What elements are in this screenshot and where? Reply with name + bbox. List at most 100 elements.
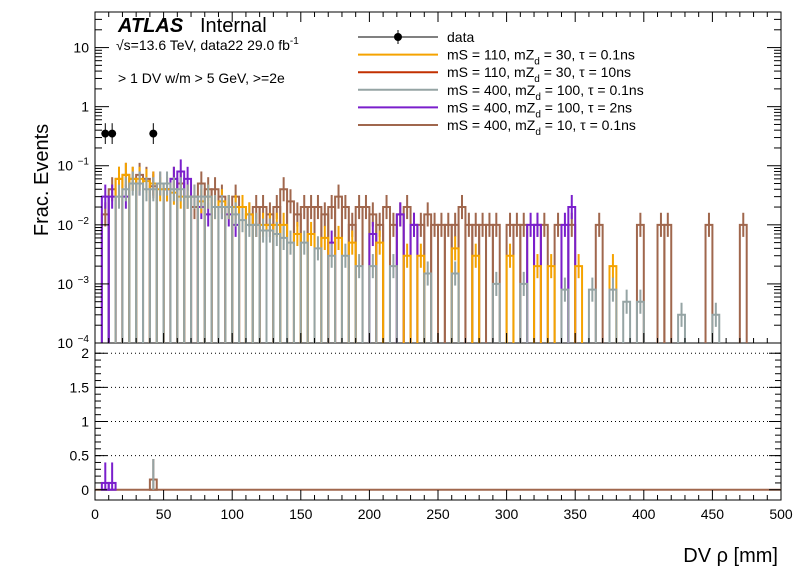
histogram-bin <box>340 254 350 343</box>
histogram-bin <box>416 223 426 343</box>
histogram-bin <box>135 177 145 343</box>
legend-entry-label: mS = 110, mZd = 30, τ = 10ns <box>447 64 631 85</box>
histogram-bin <box>155 188 165 343</box>
histogram-bin <box>313 247 323 343</box>
histogram-bin <box>100 213 110 343</box>
y-tick-label: 10 <box>57 276 73 292</box>
histogram-bin <box>368 232 378 343</box>
histogram-bin <box>402 254 412 343</box>
histogram-bin <box>148 182 158 343</box>
legend-entry-label: mS = 400, mZd = 100, τ = 0.1ns <box>447 82 644 103</box>
histogram-bin <box>457 206 467 343</box>
histogram-bin <box>299 241 309 343</box>
data-point <box>108 129 117 138</box>
histogram-bin <box>375 241 385 343</box>
histogram-bin <box>334 195 343 343</box>
histogram-bin <box>299 206 309 343</box>
histogram-bin <box>663 223 673 343</box>
histogram-bin <box>183 195 193 343</box>
y-tick-label: 10 <box>57 217 73 233</box>
histogram-bin <box>183 195 193 343</box>
histogram-bin <box>238 219 247 343</box>
histogram-bin <box>347 241 357 343</box>
histogram-bin <box>388 223 398 343</box>
histogram-bin <box>251 223 261 343</box>
x-tick-label: 0 <box>91 506 99 522</box>
energy-unit-exponent: -1 <box>290 36 299 47</box>
ratio-tick-label: 1.5 <box>70 379 90 395</box>
histogram-bin <box>142 180 151 343</box>
histogram-bin <box>210 206 220 343</box>
histogram-bin <box>258 229 268 343</box>
y-tick-label: 10 <box>57 158 73 174</box>
x-tick-label: 100 <box>221 506 245 522</box>
histogram-bin <box>306 232 316 343</box>
ratio-layer <box>95 352 781 491</box>
histogram-bin <box>148 182 158 343</box>
histogram-bin <box>196 206 206 343</box>
ratio-plot-frame <box>94 342 782 501</box>
histogram-bin <box>107 195 117 343</box>
x-tick-label: 50 <box>156 506 172 522</box>
histogram-bin <box>279 188 289 343</box>
histogram-bin <box>505 254 515 343</box>
y-tick-exponent: −3 <box>78 275 90 286</box>
histogram-bin <box>505 223 515 343</box>
x-tick-label: 250 <box>426 506 450 522</box>
histogram-bin <box>142 177 151 343</box>
legend-marker <box>394 33 402 41</box>
y-tick-exponent: −1 <box>78 157 90 168</box>
y-axis-label: Frac. Events <box>31 124 53 236</box>
atlas-label: ATLAS <box>117 15 184 37</box>
histogram-bin <box>251 223 261 343</box>
histogram-bin <box>533 223 542 343</box>
histogram-bin <box>135 173 145 343</box>
histogram-bin <box>121 195 131 343</box>
y-tick-label: 10 <box>57 335 73 351</box>
histogram-bin <box>162 182 172 343</box>
histogram-bin <box>217 206 227 343</box>
histogram-bin <box>162 188 172 343</box>
histogram-bin <box>409 223 419 343</box>
histogram-bin <box>313 206 323 343</box>
histogram-bin <box>162 188 172 343</box>
histogram-bin <box>203 213 213 343</box>
histogram-bin <box>594 223 604 343</box>
histogram-bin <box>430 223 439 343</box>
histogram-bin <box>224 206 234 343</box>
status-label: Internal <box>200 15 267 37</box>
legend-entry-label: mS = 400, mZd = 100, τ = 2ns <box>447 99 632 120</box>
histogram-bin <box>738 223 748 343</box>
legend-entry-label: data <box>447 29 474 45</box>
histogram-bin <box>402 206 412 343</box>
histogram-bin <box>539 223 549 343</box>
histogram-bin <box>155 182 165 343</box>
energy-label: √s=13.6 TeV, data22 29.0 fb-1 <box>116 36 299 53</box>
x-axis-label: DV ρ [mm] <box>683 545 778 567</box>
histogram-bin <box>279 236 289 343</box>
histogram-bin <box>244 223 254 343</box>
x-tick-label: 200 <box>358 506 382 522</box>
selection-label: > 1 DV w/m > 5 GeV, >=2e <box>118 70 285 86</box>
histogram-bin <box>148 188 158 343</box>
histogram-bin <box>286 241 295 343</box>
histogram-bin <box>443 223 453 343</box>
y-tick-label: 1 <box>81 99 89 115</box>
histogram-bin <box>395 213 405 343</box>
histogram-bin <box>437 223 446 343</box>
histogram-bin <box>478 223 488 343</box>
histogram-bin <box>224 213 234 343</box>
histogram-layer <box>100 123 748 343</box>
histogram-bin <box>217 206 227 343</box>
x-tick-label: 500 <box>769 506 793 522</box>
ratio-tick-label: 1 <box>81 414 89 430</box>
histogram-bin <box>704 223 714 343</box>
legend-entry-label: mS = 110, mZd = 30, τ = 0.1ns <box>447 47 635 68</box>
histogram-bin <box>327 254 337 343</box>
x-tick-label: 300 <box>495 506 519 522</box>
legend-entry-label: mS = 400, mZd = 10, τ = 0.1ns <box>447 117 636 138</box>
histogram-bin <box>533 223 542 343</box>
histogram-bin <box>265 229 275 343</box>
